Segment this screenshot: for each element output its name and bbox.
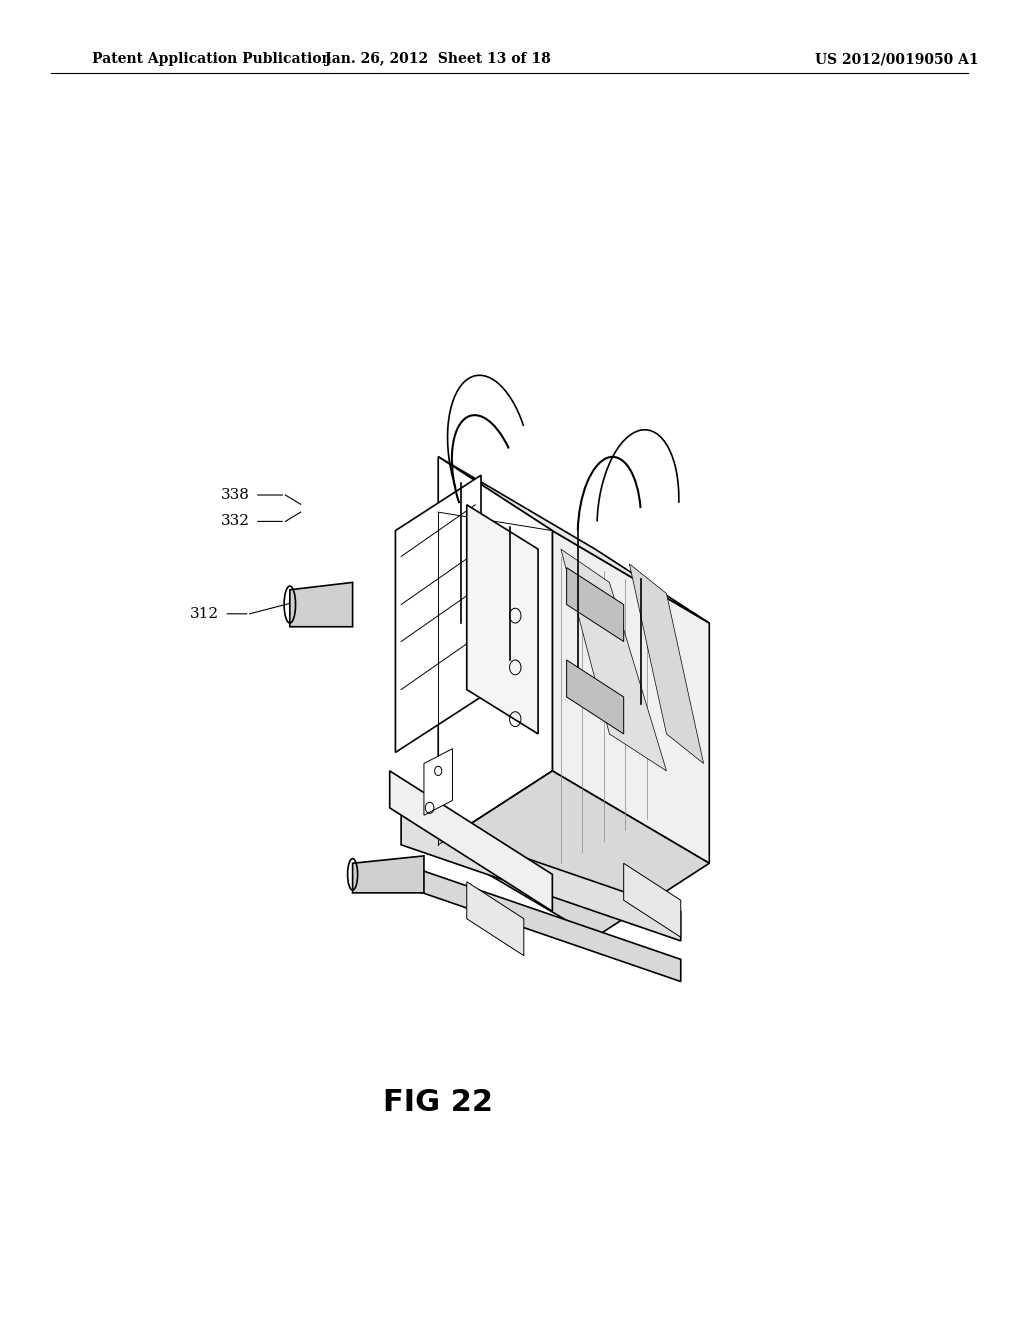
Polygon shape	[566, 660, 624, 734]
Polygon shape	[624, 863, 681, 937]
Polygon shape	[630, 564, 703, 763]
Text: 338: 338	[221, 488, 250, 502]
Polygon shape	[352, 855, 424, 892]
Text: 332: 332	[221, 515, 250, 528]
Polygon shape	[401, 863, 681, 982]
Text: Patent Application Publication: Patent Application Publication	[92, 53, 332, 66]
Polygon shape	[438, 457, 710, 623]
Text: Jan. 26, 2012  Sheet 13 of 18: Jan. 26, 2012 Sheet 13 of 18	[326, 53, 551, 66]
Text: US 2012/0019050 A1: US 2012/0019050 A1	[815, 53, 979, 66]
Polygon shape	[467, 882, 524, 956]
Polygon shape	[566, 568, 624, 642]
Polygon shape	[395, 475, 481, 752]
Polygon shape	[561, 549, 667, 771]
Text: FIG 22: FIG 22	[383, 1088, 494, 1117]
Polygon shape	[290, 582, 352, 627]
Polygon shape	[401, 816, 681, 941]
Text: 312: 312	[190, 607, 219, 620]
Polygon shape	[552, 531, 710, 863]
Polygon shape	[390, 771, 552, 911]
Polygon shape	[424, 748, 453, 816]
Polygon shape	[438, 457, 552, 845]
Polygon shape	[467, 504, 538, 734]
Polygon shape	[438, 771, 710, 937]
